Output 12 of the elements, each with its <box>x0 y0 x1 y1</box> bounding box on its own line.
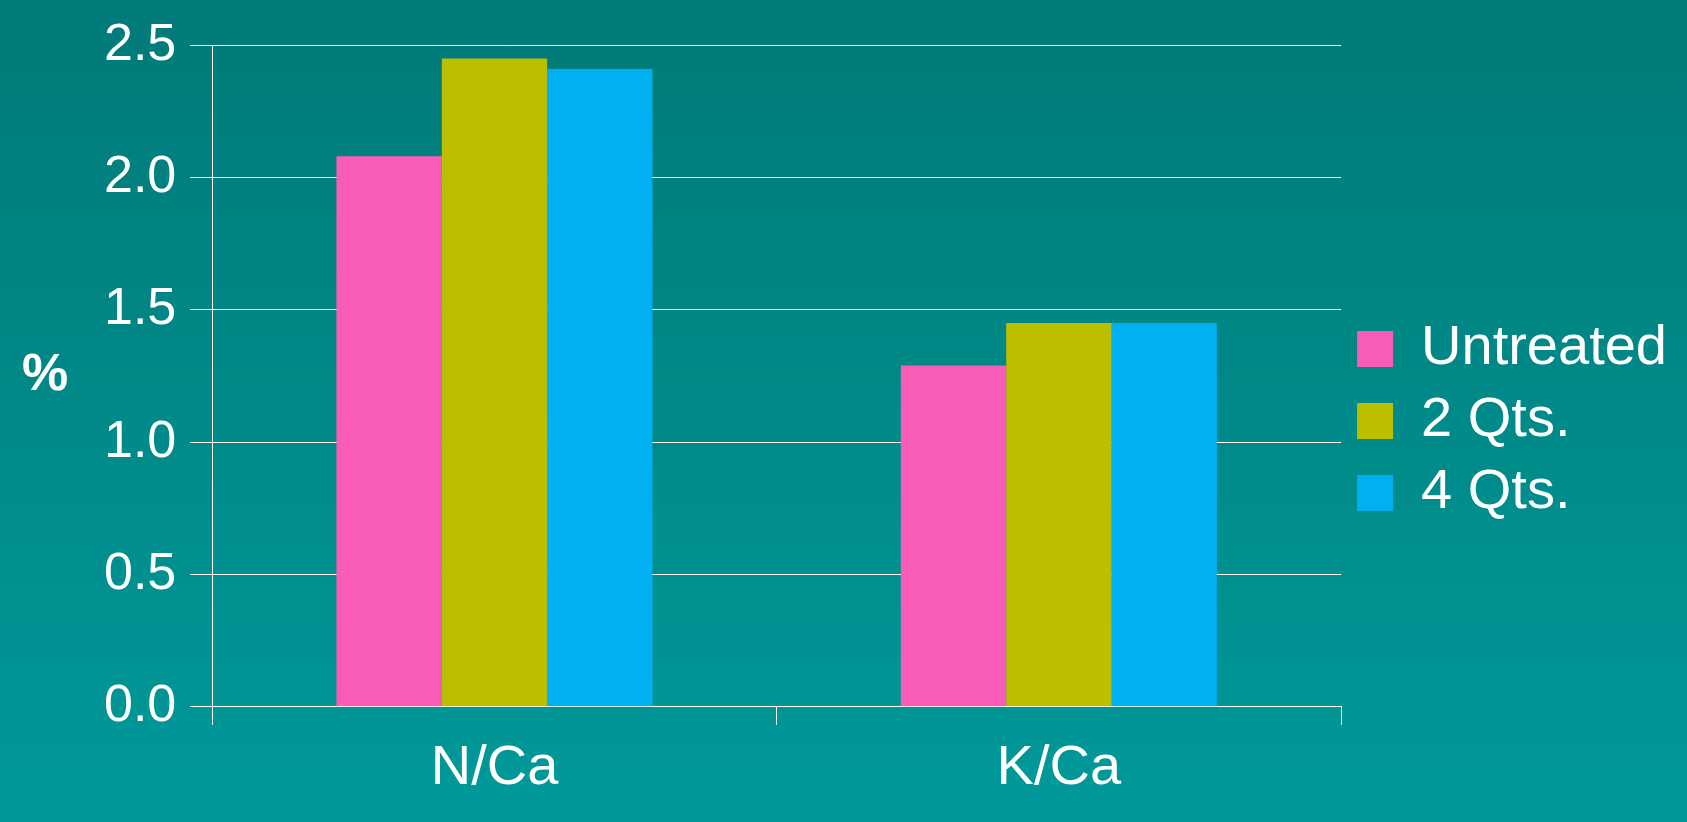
y-tick-label: 1.5 <box>103 277 177 336</box>
legend-label: Untreated <box>1421 313 1668 377</box>
x-tick-label: N/Ca <box>430 732 560 796</box>
legend-label: 4 Qts. <box>1421 457 1571 521</box>
y-tick-label: 2.0 <box>103 144 177 203</box>
y-tick-label: 0.0 <box>103 674 177 733</box>
y-tick-label: 0.5 <box>103 541 177 600</box>
y-axis-title: % <box>21 343 69 402</box>
x-tick-label: K/Ca <box>996 732 1122 796</box>
y-tick-label: 2.5 <box>103 12 177 71</box>
legend-label: 2 Qts. <box>1421 385 1571 449</box>
y-tick-label: 1.0 <box>103 409 177 468</box>
